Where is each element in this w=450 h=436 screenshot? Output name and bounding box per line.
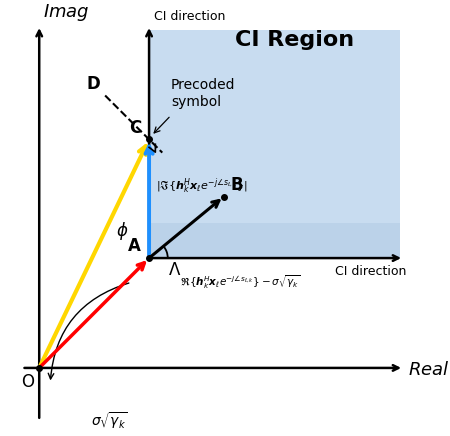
Polygon shape — [149, 30, 400, 258]
Text: $|\mathfrak{I}\{\boldsymbol{h}_k^H \boldsymbol{x}_{\ell} e^{-j\angle s_{\ell,k}}: $|\mathfrak{I}\{\boldsymbol{h}_k^H \bold… — [156, 176, 247, 195]
Text: $\phi$: $\phi$ — [116, 220, 128, 242]
Text: D: D — [87, 75, 101, 93]
Text: CI direction: CI direction — [335, 265, 406, 278]
Text: CI direction: CI direction — [154, 10, 226, 23]
Text: A: A — [128, 237, 141, 255]
Text: B: B — [230, 176, 243, 194]
Text: Precoded
symbol: Precoded symbol — [171, 78, 235, 109]
Text: O: O — [21, 373, 34, 391]
Polygon shape — [149, 223, 400, 258]
Text: $\sigma\sqrt{\gamma_k}$: $\sigma\sqrt{\gamma_k}$ — [91, 410, 128, 431]
Text: CI Region: CI Region — [234, 30, 354, 50]
Text: $\mathit{Real}$: $\mathit{Real}$ — [408, 361, 450, 379]
Text: $\mathfrak{R}\{\boldsymbol{h}_k^H \boldsymbol{x}_{\ell} e^{-j\angle s_{\ell,k}}\: $\mathfrak{R}\{\boldsymbol{h}_k^H \bolds… — [180, 273, 300, 291]
Text: C: C — [129, 119, 141, 137]
Text: $\mathit{Imag}$: $\mathit{Imag}$ — [43, 2, 90, 23]
Text: $\Lambda$: $\Lambda$ — [168, 261, 181, 279]
